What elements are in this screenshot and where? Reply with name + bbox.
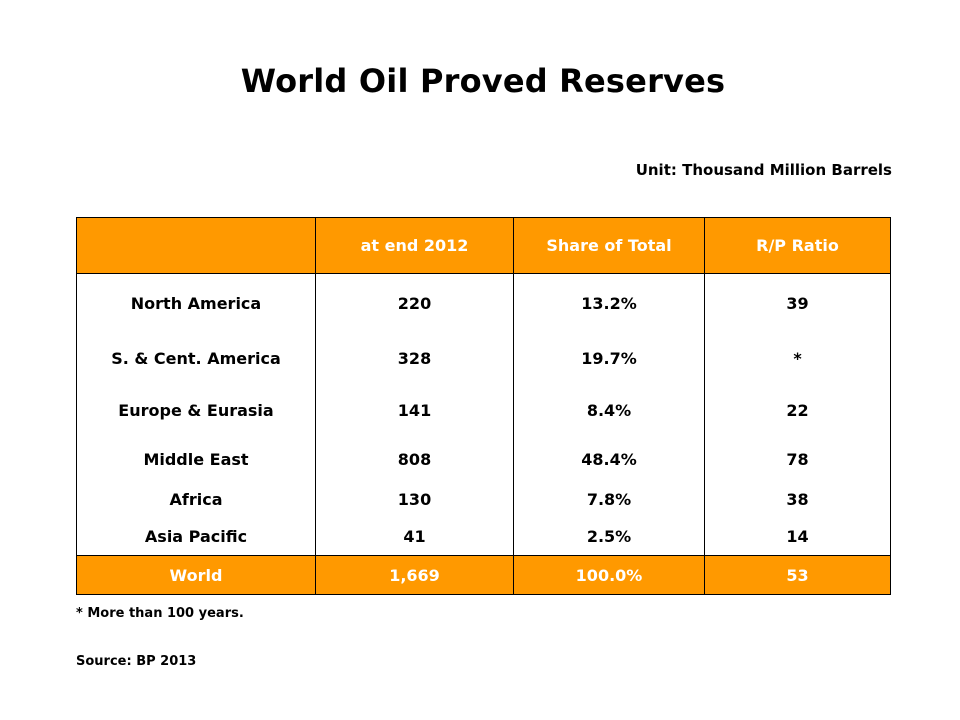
region-cell: Asia Pacific: [76, 517, 316, 556]
reserves-cell: 130: [315, 482, 514, 517]
share-cell: 48.4%: [513, 436, 705, 482]
region-cell: North America: [76, 273, 316, 332]
reserves-cell: 220: [315, 273, 514, 332]
rp-ratio-cell: 78: [704, 436, 891, 482]
unit-value: Thousand Million Barrels: [682, 161, 892, 179]
share-cell: 19.7%: [513, 332, 705, 384]
total-rp-ratio-cell: 53: [704, 555, 891, 595]
rp-ratio-cell: 39: [704, 273, 891, 332]
share-cell: 2.5%: [513, 517, 705, 556]
share-cell: 8.4%: [513, 384, 705, 436]
table-row: Europe & Eurasia 141 8.4% 22: [76, 384, 891, 436]
reserves-cell: 141: [315, 384, 514, 436]
table-row: North America 220 13.2% 39: [76, 273, 891, 332]
rp-ratio-cell: 22: [704, 384, 891, 436]
region-cell: Europe & Eurasia: [76, 384, 316, 436]
total-reserves-cell: 1,669: [315, 555, 514, 595]
rp-ratio-cell: *: [704, 332, 891, 384]
table-row: Africa 130 7.8% 38: [76, 482, 891, 517]
total-region-cell: World: [76, 555, 316, 595]
reserves-cell: 328: [315, 332, 514, 384]
unit-label: Unit:: [635, 161, 677, 179]
rp-ratio-cell: 14: [704, 517, 891, 556]
header-reserves: at end 2012: [315, 217, 514, 274]
header-region: [76, 217, 316, 274]
table-row: Middle East 808 48.4% 78: [76, 436, 891, 482]
share-cell: 7.8%: [513, 482, 705, 517]
share-cell: 13.2%: [513, 273, 705, 332]
table-row: Asia Pacific 41 2.5% 14: [76, 517, 891, 556]
reserves-table: at end 2012 Share of Total R/P Ratio Nor…: [76, 217, 891, 595]
header-share: Share of Total: [513, 217, 705, 274]
table-header-row: at end 2012 Share of Total R/P Ratio: [76, 217, 891, 274]
page-title: World Oil Proved Reserves: [240, 62, 726, 100]
region-cell: Middle East: [76, 436, 316, 482]
unit-note: Unit: Thousand Million Barrels: [636, 161, 892, 179]
reserves-cell: 41: [315, 517, 514, 556]
table-row: S. & Cent. America 328 19.7% *: [76, 332, 891, 384]
region-cell: S. & Cent. America: [76, 332, 316, 384]
footnote: * More than 100 years.: [76, 606, 244, 621]
source-note: Source: BP 2013: [76, 654, 197, 669]
reserves-cell: 808: [315, 436, 514, 482]
rp-ratio-cell: 38: [704, 482, 891, 517]
table-total-row: World 1,669 100.0% 53: [76, 555, 891, 595]
header-rp-ratio: R/P Ratio: [704, 217, 891, 274]
region-cell: Africa: [76, 482, 316, 517]
total-share-cell: 100.0%: [513, 555, 705, 595]
